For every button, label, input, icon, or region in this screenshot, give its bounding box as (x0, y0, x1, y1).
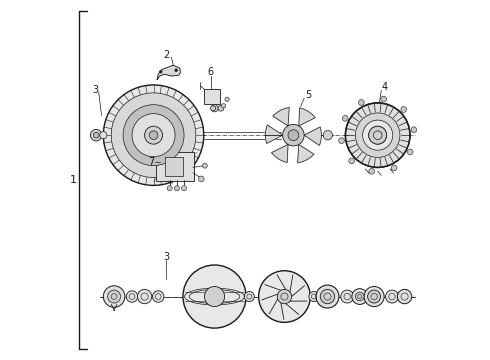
Circle shape (259, 271, 310, 322)
Circle shape (369, 168, 374, 174)
Circle shape (198, 176, 204, 182)
Circle shape (309, 292, 319, 302)
Circle shape (183, 265, 246, 328)
Polygon shape (304, 127, 321, 145)
Circle shape (174, 186, 179, 191)
Circle shape (137, 289, 152, 304)
Circle shape (359, 100, 364, 105)
Circle shape (368, 126, 387, 144)
Circle shape (221, 104, 225, 108)
Circle shape (111, 93, 196, 177)
Circle shape (211, 106, 216, 111)
Circle shape (288, 130, 299, 140)
Circle shape (323, 131, 333, 140)
Polygon shape (299, 108, 315, 126)
Circle shape (341, 290, 354, 303)
Text: 7: 7 (148, 157, 154, 167)
Polygon shape (297, 144, 314, 163)
Circle shape (123, 105, 184, 166)
Circle shape (401, 107, 407, 112)
Circle shape (175, 69, 177, 72)
Circle shape (167, 186, 172, 191)
Circle shape (91, 130, 102, 141)
Text: 3: 3 (92, 85, 98, 95)
Polygon shape (157, 65, 180, 80)
Circle shape (397, 289, 412, 304)
Circle shape (349, 158, 354, 164)
Circle shape (364, 287, 384, 307)
Circle shape (126, 291, 138, 302)
Circle shape (283, 125, 304, 146)
Circle shape (345, 103, 410, 167)
Text: 2: 2 (164, 50, 170, 60)
Circle shape (218, 105, 224, 111)
Circle shape (159, 70, 162, 73)
Circle shape (181, 186, 187, 191)
Text: 1: 1 (70, 175, 77, 185)
Circle shape (204, 287, 224, 307)
Circle shape (368, 290, 381, 303)
Circle shape (108, 290, 121, 303)
Text: 4: 4 (381, 82, 387, 92)
Circle shape (355, 292, 364, 301)
Circle shape (100, 132, 107, 139)
Circle shape (363, 120, 393, 150)
Circle shape (225, 97, 229, 102)
Circle shape (316, 285, 339, 308)
Circle shape (355, 113, 400, 157)
Circle shape (132, 114, 175, 157)
Text: 6: 6 (208, 67, 214, 77)
Text: 5: 5 (305, 90, 312, 100)
FancyBboxPatch shape (156, 152, 194, 181)
Circle shape (211, 105, 218, 112)
Circle shape (320, 289, 335, 304)
Circle shape (103, 85, 204, 185)
Text: 3: 3 (163, 252, 169, 262)
Circle shape (352, 289, 368, 305)
Circle shape (103, 286, 125, 307)
Circle shape (339, 138, 344, 144)
Polygon shape (266, 125, 283, 143)
Circle shape (152, 291, 164, 302)
Circle shape (93, 132, 99, 138)
Circle shape (407, 149, 413, 155)
Circle shape (386, 290, 398, 303)
Circle shape (202, 163, 207, 168)
Circle shape (381, 96, 387, 102)
Circle shape (245, 292, 254, 302)
Circle shape (343, 116, 348, 121)
Circle shape (391, 165, 397, 171)
Circle shape (368, 126, 387, 144)
FancyBboxPatch shape (166, 157, 183, 176)
Circle shape (149, 131, 158, 139)
FancyBboxPatch shape (204, 89, 220, 104)
Polygon shape (273, 108, 289, 126)
Circle shape (145, 126, 163, 144)
Circle shape (411, 127, 416, 132)
Circle shape (277, 289, 292, 304)
Polygon shape (271, 144, 288, 162)
